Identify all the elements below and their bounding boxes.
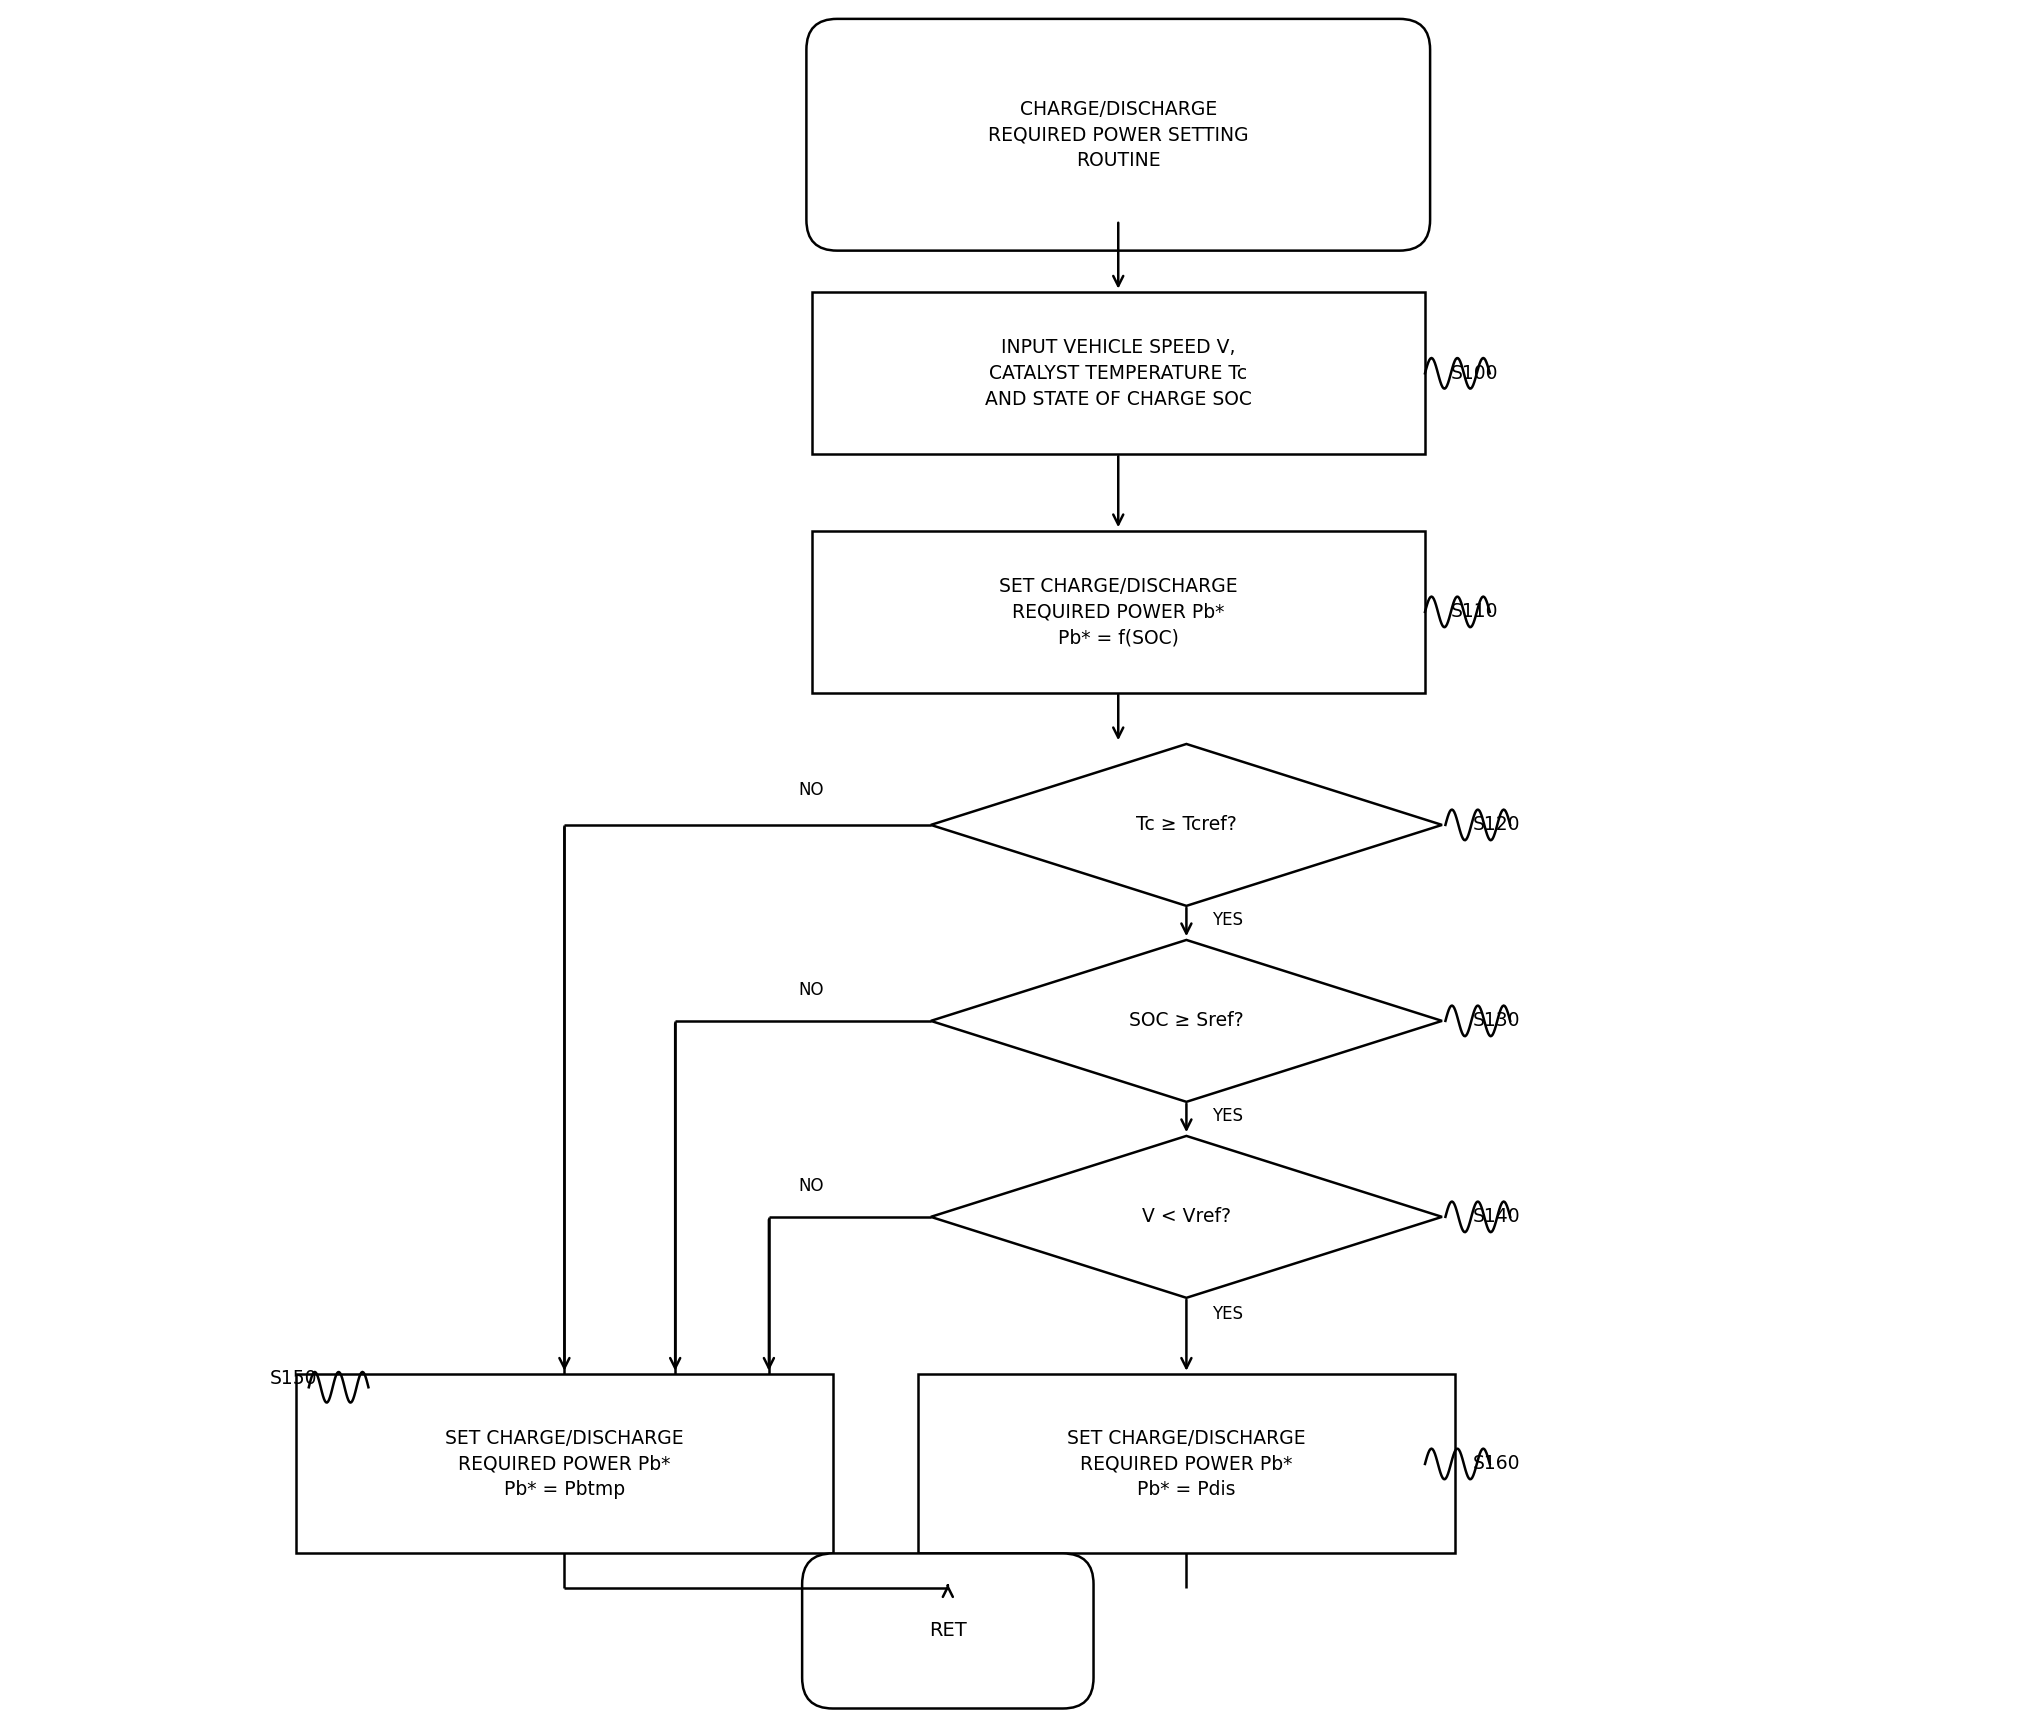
Text: NO: NO [799, 981, 825, 998]
Bar [918, 1374, 1455, 1553]
FancyBboxPatch shape [807, 19, 1431, 251]
Text: S100: S100 [1451, 364, 1498, 383]
Text: Tc ≥ Tcref?: Tc ≥ Tcref? [1136, 816, 1237, 835]
Polygon shape [931, 1136, 1443, 1297]
Polygon shape [931, 744, 1443, 905]
Bar [811, 531, 1424, 692]
Text: S130: S130 [1473, 1012, 1520, 1031]
Text: SET CHARGE/DISCHARGE
REQUIRED POWER Pb*
Pb* = Pdis: SET CHARGE/DISCHARGE REQUIRED POWER Pb* … [1067, 1429, 1307, 1500]
Text: INPUT VEHICLE SPEED V,
CATALYST TEMPERATURE Tc
AND STATE OF CHARGE SOC: INPUT VEHICLE SPEED V, CATALYST TEMPERAT… [986, 338, 1252, 409]
Text: SET CHARGE/DISCHARGE
REQUIRED POWER Pb*
Pb* = Pbtmp: SET CHARGE/DISCHARGE REQUIRED POWER Pb* … [445, 1429, 683, 1500]
Bar [811, 292, 1424, 454]
Text: S120: S120 [1473, 816, 1520, 835]
Text: RET: RET [929, 1622, 967, 1641]
Text: SET CHARGE/DISCHARGE
REQUIRED POWER Pb*
Pb* = f(SOC): SET CHARGE/DISCHARGE REQUIRED POWER Pb* … [1000, 577, 1237, 648]
Text: NO: NO [799, 1177, 825, 1194]
Text: CHARGE/DISCHARGE
REQUIRED POWER SETTING
ROUTINE: CHARGE/DISCHARGE REQUIRED POWER SETTING … [988, 100, 1248, 170]
Text: NO: NO [799, 782, 825, 799]
Text: YES: YES [1211, 911, 1244, 929]
Text: S150: S150 [270, 1369, 317, 1388]
Text: S160: S160 [1473, 1455, 1520, 1474]
Polygon shape [931, 940, 1443, 1101]
Text: SOC ≥ Sref?: SOC ≥ Sref? [1130, 1012, 1244, 1031]
Text: YES: YES [1211, 1108, 1244, 1125]
FancyBboxPatch shape [803, 1553, 1093, 1708]
Text: S110: S110 [1451, 603, 1498, 622]
Text: V < Vref?: V < Vref? [1142, 1208, 1231, 1227]
Bar [297, 1374, 833, 1553]
Text: YES: YES [1211, 1306, 1244, 1323]
Text: S140: S140 [1473, 1208, 1520, 1227]
